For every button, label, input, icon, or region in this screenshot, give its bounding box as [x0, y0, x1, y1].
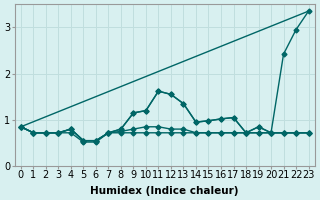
- X-axis label: Humidex (Indice chaleur): Humidex (Indice chaleur): [91, 186, 239, 196]
